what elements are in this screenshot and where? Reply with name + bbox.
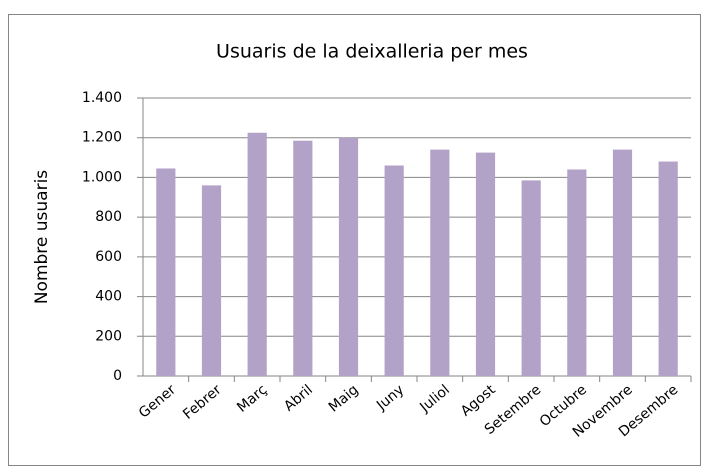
y-axis-label: Nombre usuaris bbox=[32, 170, 52, 304]
y-tick-label: 800 bbox=[95, 209, 122, 225]
y-tick-label: 200 bbox=[95, 328, 122, 344]
bar bbox=[658, 161, 678, 376]
bar bbox=[247, 132, 267, 376]
bar bbox=[338, 137, 359, 376]
y-tick-label: 0 bbox=[113, 368, 122, 384]
y-tick-label: 1.200 bbox=[82, 130, 122, 146]
bar bbox=[201, 185, 222, 376]
bar bbox=[156, 168, 176, 376]
bar bbox=[521, 180, 541, 376]
bar bbox=[384, 165, 404, 376]
bar bbox=[567, 169, 587, 376]
y-tick-label: 400 bbox=[95, 289, 122, 305]
y-tick-label: 1.000 bbox=[82, 169, 122, 185]
y-tick-label: 1.400 bbox=[82, 90, 122, 106]
y-tick-label: 600 bbox=[95, 249, 122, 265]
bar bbox=[475, 152, 496, 376]
bar bbox=[430, 149, 450, 376]
bar bbox=[293, 140, 313, 376]
bar bbox=[612, 149, 633, 376]
chart-title: Usuaris de la deixalleria per mes bbox=[216, 41, 528, 63]
